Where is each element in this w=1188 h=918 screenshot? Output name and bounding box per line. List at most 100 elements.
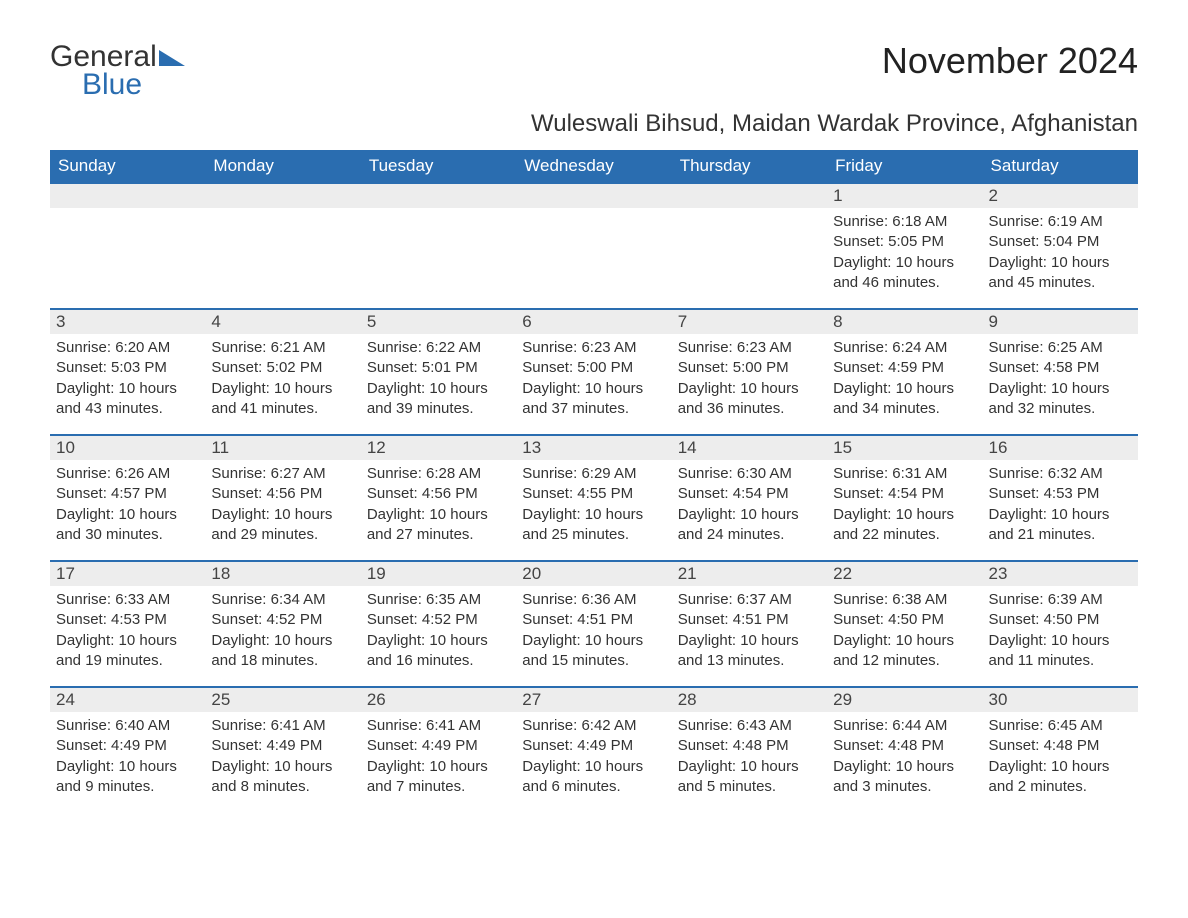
day-content: Sunrise: 6:29 AMSunset: 4:55 PMDaylight:… [516, 460, 671, 553]
calendar-day-cell: 4Sunrise: 6:21 AMSunset: 5:02 PMDaylight… [205, 309, 360, 435]
day-number: 24 [50, 688, 205, 712]
header: General Blue November 2024 [50, 40, 1138, 102]
daylight-text: Daylight: 10 hours and 2 minutes. [989, 757, 1132, 798]
day-content: Sunrise: 6:38 AMSunset: 4:50 PMDaylight:… [827, 586, 982, 679]
day-number: 9 [983, 310, 1138, 334]
daylight-text: Daylight: 10 hours and 19 minutes. [56, 631, 199, 672]
calendar-day-cell: 26Sunrise: 6:41 AMSunset: 4:49 PMDayligh… [361, 687, 516, 813]
sunset-text: Sunset: 5:03 PM [56, 358, 199, 378]
calendar-day-cell: 2Sunrise: 6:19 AMSunset: 5:04 PMDaylight… [983, 183, 1138, 309]
day-number: 25 [205, 688, 360, 712]
day-header: Thursday [672, 150, 827, 183]
day-number: 23 [983, 562, 1138, 586]
daylight-text: Daylight: 10 hours and 39 minutes. [367, 379, 510, 420]
daylight-text: Daylight: 10 hours and 5 minutes. [678, 757, 821, 798]
calendar-day-cell: 7Sunrise: 6:23 AMSunset: 5:00 PMDaylight… [672, 309, 827, 435]
calendar-day-cell: 18Sunrise: 6:34 AMSunset: 4:52 PMDayligh… [205, 561, 360, 687]
sunrise-text: Sunrise: 6:32 AM [989, 464, 1132, 484]
sunset-text: Sunset: 4:48 PM [989, 736, 1132, 756]
sunrise-text: Sunrise: 6:23 AM [522, 338, 665, 358]
sunset-text: Sunset: 4:53 PM [989, 484, 1132, 504]
calendar-day-cell: 17Sunrise: 6:33 AMSunset: 4:53 PMDayligh… [50, 561, 205, 687]
sunrise-text: Sunrise: 6:30 AM [678, 464, 821, 484]
calendar-day-cell [516, 183, 671, 309]
day-content: Sunrise: 6:28 AMSunset: 4:56 PMDaylight:… [361, 460, 516, 553]
day-header: Saturday [983, 150, 1138, 183]
calendar-week-row: 3Sunrise: 6:20 AMSunset: 5:03 PMDaylight… [50, 309, 1138, 435]
day-content: Sunrise: 6:26 AMSunset: 4:57 PMDaylight:… [50, 460, 205, 553]
day-content: Sunrise: 6:39 AMSunset: 4:50 PMDaylight:… [983, 586, 1138, 679]
day-header: Tuesday [361, 150, 516, 183]
sunrise-text: Sunrise: 6:43 AM [678, 716, 821, 736]
calendar-day-cell: 5Sunrise: 6:22 AMSunset: 5:01 PMDaylight… [361, 309, 516, 435]
day-content: Sunrise: 6:19 AMSunset: 5:04 PMDaylight:… [983, 208, 1138, 301]
calendar-table: Sunday Monday Tuesday Wednesday Thursday… [50, 150, 1138, 813]
sunset-text: Sunset: 4:51 PM [678, 610, 821, 630]
day-content [205, 208, 360, 220]
sunrise-text: Sunrise: 6:36 AM [522, 590, 665, 610]
sunset-text: Sunset: 4:48 PM [678, 736, 821, 756]
day-header: Monday [205, 150, 360, 183]
logo-text-blue: Blue [82, 68, 185, 102]
day-number: 4 [205, 310, 360, 334]
sunset-text: Sunset: 4:49 PM [56, 736, 199, 756]
daylight-text: Daylight: 10 hours and 41 minutes. [211, 379, 354, 420]
calendar-week-row: 1Sunrise: 6:18 AMSunset: 5:05 PMDaylight… [50, 183, 1138, 309]
sunrise-text: Sunrise: 6:18 AM [833, 212, 976, 232]
day-content: Sunrise: 6:27 AMSunset: 4:56 PMDaylight:… [205, 460, 360, 553]
calendar-day-cell: 12Sunrise: 6:28 AMSunset: 4:56 PMDayligh… [361, 435, 516, 561]
sunrise-text: Sunrise: 6:28 AM [367, 464, 510, 484]
day-number: 20 [516, 562, 671, 586]
sunrise-text: Sunrise: 6:41 AM [367, 716, 510, 736]
sunrise-text: Sunrise: 6:26 AM [56, 464, 199, 484]
sunset-text: Sunset: 4:50 PM [833, 610, 976, 630]
sunrise-text: Sunrise: 6:35 AM [367, 590, 510, 610]
daylight-text: Daylight: 10 hours and 11 minutes. [989, 631, 1132, 672]
daylight-text: Daylight: 10 hours and 27 minutes. [367, 505, 510, 546]
sunset-text: Sunset: 4:57 PM [56, 484, 199, 504]
calendar-day-cell: 28 Sunrise: 6:43 AMSunset: 4:48 PMDayligh… [672, 687, 827, 813]
sunrise-text: Sunrise: 6:27 AM [211, 464, 354, 484]
sunrise-text: Sunrise: 6:39 AM [989, 590, 1132, 610]
sunset-text: Sunset: 4:49 PM [522, 736, 665, 756]
day-content: Sunrise: 6:22 AMSunset: 5:01 PMDaylight:… [361, 334, 516, 427]
sunset-text: Sunset: 4:59 PM [833, 358, 976, 378]
day-number: 11 [205, 436, 360, 460]
day-header: Wednesday [516, 150, 671, 183]
sunset-text: Sunset: 4:54 PM [678, 484, 821, 504]
calendar-day-cell: 15Sunrise: 6:31 AMSunset: 4:54 PMDayligh… [827, 435, 982, 561]
sunrise-text: Sunrise: 6:20 AM [56, 338, 199, 358]
sunset-text: Sunset: 4:53 PM [56, 610, 199, 630]
sunset-text: Sunset: 4:49 PM [211, 736, 354, 756]
day-number: 16 [983, 436, 1138, 460]
calendar-day-cell: 20 Sunrise: 6:36 AMSunset: 4:51 PMDayligh… [516, 561, 671, 687]
day-content: Sunrise: 6:44 AMSunset: 4:48 PMDaylight:… [827, 712, 982, 805]
daylight-text: Daylight: 10 hours and 25 minutes. [522, 505, 665, 546]
calendar-day-cell: 11Sunrise: 6:27 AMSunset: 4:56 PMDayligh… [205, 435, 360, 561]
calendar-day-cell: 19Sunrise: 6:35 AMSunset: 4:52 PMDayligh… [361, 561, 516, 687]
sunset-text: Sunset: 4:52 PM [211, 610, 354, 630]
day-content: Sunrise: 6:33 AMSunset: 4:53 PMDaylight:… [50, 586, 205, 679]
calendar-day-cell [361, 183, 516, 309]
calendar-day-cell: 3Sunrise: 6:20 AMSunset: 5:03 PMDaylight… [50, 309, 205, 435]
day-number: 26 [361, 688, 516, 712]
sunset-text: Sunset: 4:50 PM [989, 610, 1132, 630]
daylight-text: Daylight: 10 hours and 16 minutes. [367, 631, 510, 672]
daylight-text: Daylight: 10 hours and 15 minutes. [522, 631, 665, 672]
day-number: 10 [50, 436, 205, 460]
day-content: Sunrise: 6:18 AMSunset: 5:05 PMDaylight:… [827, 208, 982, 301]
calendar-day-cell: 22Sunrise: 6:38 AMSunset: 4:50 PMDayligh… [827, 561, 982, 687]
daylight-text: Daylight: 10 hours and 9 minutes. [56, 757, 199, 798]
day-content: Sunrise: 6:24 AMSunset: 4:59 PMDaylight:… [827, 334, 982, 427]
calendar-day-cell: 13Sunrise: 6:29 AMSunset: 4:55 PMDayligh… [516, 435, 671, 561]
day-number: 7 [672, 310, 827, 334]
day-number: 28 [672, 688, 827, 712]
calendar-day-cell: 29Sunrise: 6:44 AMSunset: 4:48 PMDayligh… [827, 687, 982, 813]
logo-triangle-icon [159, 50, 185, 66]
sunset-text: Sunset: 4:56 PM [211, 484, 354, 504]
day-content: Sunrise: 6:41 AMSunset: 4:49 PMDaylight:… [361, 712, 516, 805]
sunrise-text: Sunrise: 6:21 AM [211, 338, 354, 358]
day-content [516, 208, 671, 220]
sunset-text: Sunset: 4:51 PM [522, 610, 665, 630]
day-content: Sunrise: 6:37 AMSunset: 4:51 PMDaylight:… [672, 586, 827, 679]
